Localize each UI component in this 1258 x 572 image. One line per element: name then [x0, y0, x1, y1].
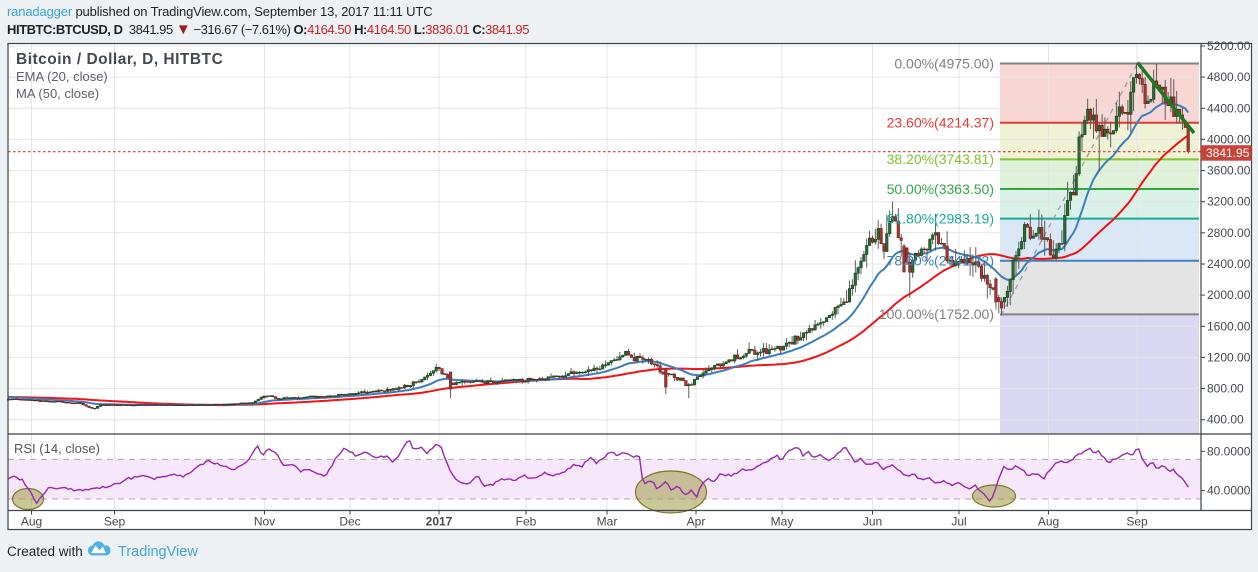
svg-text:50.00%(3363.50): 50.00%(3363.50)	[887, 181, 994, 197]
svg-text:400.00: 400.00	[1207, 413, 1244, 427]
svg-text:0.00%(4975.00): 0.00%(4975.00)	[894, 55, 994, 71]
svg-text:MA (50, close): MA (50, close)	[16, 86, 99, 101]
svg-text:Mar: Mar	[597, 515, 618, 529]
svg-text:61.80%(2983.19): 61.80%(2983.19)	[887, 210, 994, 226]
svg-text:Aug: Aug	[1038, 515, 1059, 529]
svg-text:Sep: Sep	[1126, 515, 1148, 529]
svg-text:Dec: Dec	[339, 515, 360, 529]
svg-text:2000.00: 2000.00	[1207, 288, 1251, 302]
svg-text:2400.00: 2400.00	[1207, 257, 1251, 271]
svg-text:Sep: Sep	[104, 515, 126, 529]
svg-text:Aug: Aug	[21, 515, 42, 529]
svg-text:1600.00: 1600.00	[1207, 319, 1251, 333]
svg-text:23.60%(4214.37): 23.60%(4214.37)	[887, 115, 994, 131]
svg-text:3841.95: 3841.95	[1206, 146, 1250, 160]
svg-text:May: May	[771, 515, 794, 529]
svg-text:4000.00: 4000.00	[1207, 132, 1251, 146]
svg-text:3600.00: 3600.00	[1207, 164, 1251, 178]
svg-text:Jun: Jun	[863, 515, 882, 529]
svg-text:Created with: Created with	[7, 544, 83, 559]
svg-text:800.00: 800.00	[1207, 382, 1244, 396]
svg-text:RSI (14, close): RSI (14, close)	[14, 441, 100, 456]
svg-text:1200.00: 1200.00	[1207, 350, 1251, 364]
svg-text:80.0000: 80.0000	[1207, 444, 1251, 458]
svg-text:Jul: Jul	[951, 515, 966, 529]
svg-text:38.20%(3743.81): 38.20%(3743.81)	[887, 151, 994, 167]
svg-text:40.0000: 40.0000	[1207, 484, 1251, 498]
svg-text:Nov: Nov	[254, 515, 275, 529]
svg-text:Bitcoin / Dollar, D, HITBTC: Bitcoin / Dollar, D, HITBTC	[16, 51, 223, 68]
svg-text:HITBTC:BTCUSD, D 3841.95 ▼ −3: HITBTC:BTCUSD, D 3841.95 ▼ −316.67 (−7.6…	[7, 21, 529, 38]
svg-text:Apr: Apr	[687, 515, 706, 529]
svg-text:2017: 2017	[426, 515, 453, 529]
svg-text:EMA (20, close): EMA (20, close)	[16, 69, 108, 84]
svg-text:TradingView: TradingView	[118, 544, 198, 560]
svg-text:4400.00: 4400.00	[1207, 101, 1251, 115]
svg-text:ranadagger published on Tradin: ranadagger published on TradingView.com,…	[7, 4, 432, 19]
svg-text:5200.00: 5200.00	[1207, 39, 1251, 53]
svg-text:3200.00: 3200.00	[1207, 195, 1251, 209]
svg-text:2800.00: 2800.00	[1207, 226, 1251, 240]
svg-text:100.00%(1752.00): 100.00%(1752.00)	[879, 306, 994, 322]
svg-text:Feb: Feb	[516, 515, 537, 529]
svg-text:78.60%(2441.72): 78.60%(2441.72)	[887, 253, 994, 269]
svg-text:4800.00: 4800.00	[1207, 70, 1251, 84]
